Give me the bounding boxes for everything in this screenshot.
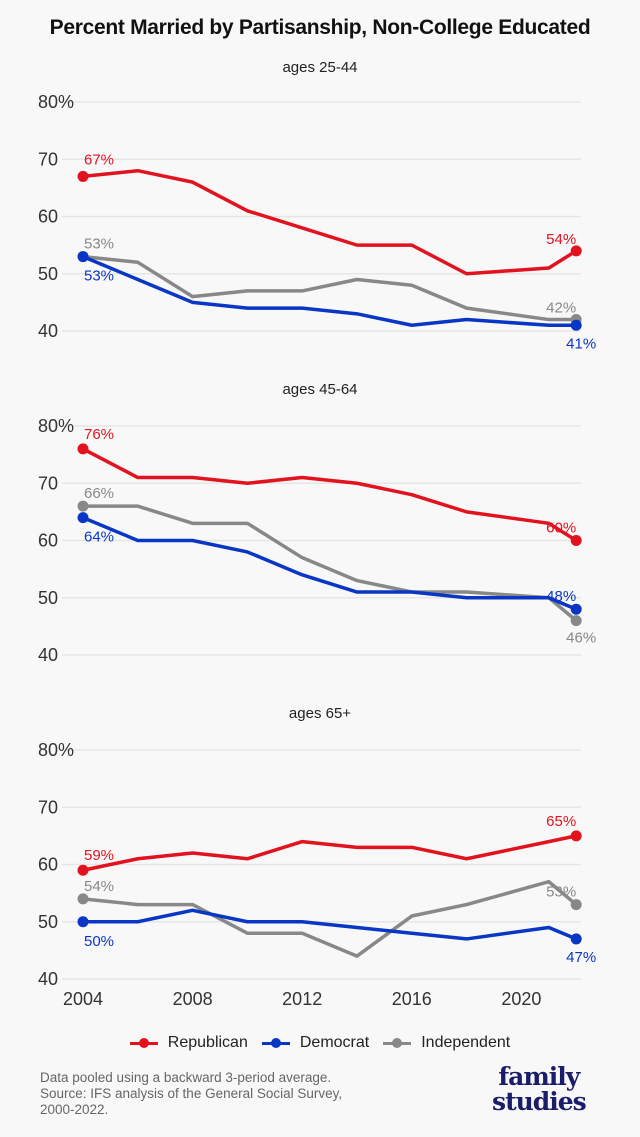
data-label-end-democrat: 48%	[546, 588, 576, 605]
logo-line: studies	[492, 1087, 587, 1116]
footnote-line: Data pooled using a backward 3-period av…	[40, 1070, 332, 1085]
series-line-independent	[82, 254, 577, 322]
series-start-point-democrat	[77, 916, 89, 928]
y-tick-label: 50	[38, 264, 58, 284]
series-line-independent	[83, 504, 578, 622]
series-start-point-democrat	[77, 251, 89, 263]
panel-1: ages 25-44 40 50 60 70 80% 53% 42% 53% 41% 67% 54%	[38, 59, 596, 352]
series-end-point-democrat	[570, 603, 582, 615]
series-start-point-republican	[77, 170, 89, 182]
x-tick-label: 2016	[392, 989, 432, 1009]
series-start-point-independent	[77, 500, 89, 512]
data-label-start-republican: 67%	[84, 151, 114, 168]
series-line-democrat	[82, 254, 577, 328]
legend-item-republican: Republican	[129, 1034, 248, 1052]
data-label-start-democrat: 50%	[84, 933, 114, 950]
data-label-end-independent: 53%	[546, 884, 576, 901]
y-tick-label: 70	[38, 797, 58, 817]
legend-label: Republican	[167, 1034, 248, 1051]
data-label-start-republican: 76%	[84, 426, 114, 443]
y-tick-label: 50	[38, 588, 58, 608]
legend-item-independent: Independent	[383, 1034, 510, 1052]
legend-label: Democrat	[299, 1034, 370, 1051]
y-tick-label: 40	[38, 645, 58, 665]
data-label-end-democrat: 41%	[566, 335, 596, 352]
series-end-point-republican	[570, 830, 582, 842]
y-tick-label: 80%	[38, 92, 74, 112]
x-tick-label: 2004	[63, 989, 103, 1009]
y-tick-label: 60	[38, 855, 58, 875]
series-line-independent	[82, 879, 578, 958]
legend: Republican Democrat Independent	[0, 1034, 640, 1052]
panel-2: ages 45-64 40 50 60 70 80% 66% 46% 64% 48% 76% 60%	[38, 381, 596, 665]
y-tick-label: 80%	[38, 416, 74, 436]
family-studies-logo: family studies	[492, 1062, 587, 1116]
legend-swatch-independent-icon	[383, 1037, 412, 1049]
legend-swatch-republican-icon	[129, 1037, 158, 1049]
series-start-point-democrat	[77, 512, 89, 524]
data-label-start-independent: 53%	[84, 236, 114, 253]
data-label-start-democrat: 64%	[84, 529, 114, 546]
data-label-end-republican: 65%	[546, 813, 576, 830]
legend-label: Independent	[421, 1034, 511, 1051]
series-end-point-democrat	[570, 319, 582, 331]
y-tick-label: 40	[38, 321, 58, 341]
series-end-point-independent	[570, 899, 582, 911]
y-tick-label: 60	[38, 207, 58, 227]
panel-title: ages 65+	[289, 705, 351, 722]
data-label-end-republican: 60%	[546, 520, 576, 537]
data-label-start-independent: 66%	[84, 485, 114, 502]
panel-3: ages 65+ 40 50 60 70 80% 2004 2008 2012 2016 2020 5…	[38, 705, 596, 1009]
footnote-line: 2000-2022.	[40, 1102, 109, 1117]
y-tick-label: 70	[38, 473, 58, 493]
y-tick-label: 40	[38, 969, 58, 989]
y-tick-label: 50	[38, 912, 58, 932]
data-label-end-republican: 54%	[546, 231, 576, 248]
data-label-start-independent: 54%	[84, 878, 114, 895]
data-label-end-independent: 46%	[566, 630, 596, 647]
series-start-point-independent	[77, 893, 89, 905]
x-tick-label: 2012	[282, 989, 322, 1009]
x-tick-label: 2008	[173, 989, 213, 1009]
series-start-point-republican	[77, 864, 89, 876]
legend-item-democrat: Democrat	[261, 1034, 370, 1052]
series-line-republican	[82, 447, 578, 542]
series-line-republican	[82, 168, 578, 276]
series-line-republican	[82, 834, 577, 872]
x-tick-label: 2020	[501, 989, 541, 1009]
series-line-democrat	[82, 515, 577, 611]
legend-swatch-democrat-icon	[261, 1037, 290, 1049]
data-label-start-republican: 59%	[84, 847, 114, 864]
series-end-point-independent	[570, 615, 582, 627]
series-end-point-republican	[570, 245, 582, 257]
chart-title: Percent Married by Partisanship, Non-Col…	[49, 16, 591, 39]
data-label-start-democrat: 53%	[84, 268, 114, 285]
footnote: Data pooled using a backward 3-period av…	[40, 1070, 342, 1118]
y-tick-label: 60	[38, 531, 58, 551]
data-label-end-independent: 42%	[546, 300, 576, 317]
y-tick-label: 70	[38, 149, 58, 169]
series-line-democrat	[83, 908, 577, 941]
footnote-line: Source: IFS analysis of the General Soci…	[40, 1086, 343, 1101]
panel-title: ages 25-44	[282, 59, 357, 76]
series-end-point-democrat	[570, 933, 582, 945]
logo-line: family	[498, 1062, 580, 1091]
data-label-end-democrat: 47%	[566, 949, 596, 966]
y-tick-label: 80%	[38, 740, 74, 760]
series-start-point-republican	[77, 443, 89, 455]
panel-title: ages 45-64	[282, 381, 357, 398]
series-end-point-republican	[570, 535, 582, 546]
